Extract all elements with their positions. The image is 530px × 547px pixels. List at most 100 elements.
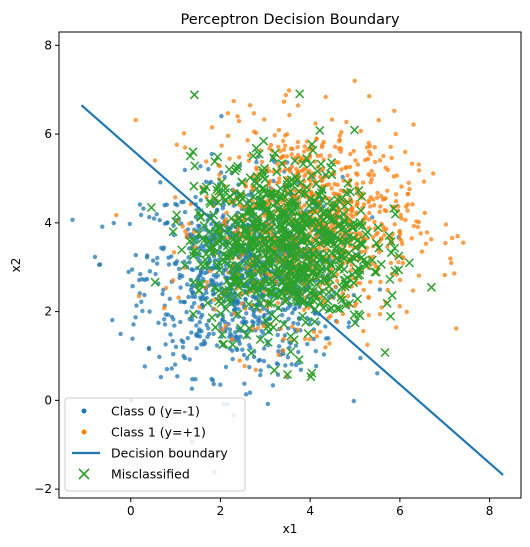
y-tick-label: 2 bbox=[44, 305, 52, 319]
series-1-point bbox=[399, 184, 404, 189]
series-0-point bbox=[241, 352, 247, 358]
misclassified-point bbox=[273, 291, 283, 301]
misclassified-point bbox=[270, 230, 280, 240]
series-1-point bbox=[302, 149, 307, 154]
series-1-point bbox=[235, 114, 240, 119]
series-0-point bbox=[311, 336, 316, 342]
series-1-point bbox=[227, 156, 232, 161]
misclassified-point bbox=[318, 208, 328, 218]
misclassified-point bbox=[277, 277, 288, 287]
misclassified-point bbox=[224, 164, 234, 174]
misclassified-point bbox=[331, 254, 341, 264]
series-1-point bbox=[245, 138, 250, 143]
series-0-point bbox=[293, 306, 298, 311]
series-1-point bbox=[365, 342, 370, 347]
series-1-point bbox=[379, 305, 384, 310]
series-1-point bbox=[382, 233, 387, 238]
series-0-point bbox=[144, 276, 150, 282]
series-1-point bbox=[353, 212, 359, 217]
misclassified-point bbox=[252, 183, 262, 194]
misclassified-point bbox=[255, 298, 265, 308]
misclassified-point bbox=[231, 250, 241, 260]
series-1-point bbox=[225, 133, 231, 138]
series-0-point bbox=[142, 364, 147, 369]
series-1-point bbox=[255, 326, 261, 331]
series-0-point bbox=[137, 277, 142, 283]
series-1-point bbox=[366, 217, 372, 222]
misclassified-point bbox=[215, 223, 226, 233]
misclassified-point bbox=[214, 285, 224, 295]
misclassified-point bbox=[302, 285, 312, 295]
series-1-point bbox=[340, 311, 346, 317]
series-1-point bbox=[239, 301, 245, 306]
misclassified-point bbox=[268, 200, 278, 211]
misclassified-point bbox=[253, 201, 263, 211]
series-0-point bbox=[219, 281, 224, 286]
series-1-point bbox=[397, 304, 402, 309]
series-1-point bbox=[171, 250, 177, 255]
series-0-point bbox=[197, 320, 202, 325]
misclassified-point bbox=[357, 252, 367, 262]
misclassified-point bbox=[236, 323, 246, 333]
misclassified-point bbox=[315, 125, 325, 136]
misclassified-point bbox=[273, 264, 283, 274]
series-0-point bbox=[179, 199, 184, 205]
misclassified-point bbox=[263, 298, 273, 308]
misclassified-point bbox=[324, 281, 334, 291]
series-0-point bbox=[137, 202, 143, 207]
series-1-point bbox=[385, 244, 390, 249]
series-1-point bbox=[393, 192, 399, 197]
series-1-point bbox=[197, 304, 202, 310]
misclassified-point bbox=[194, 229, 204, 239]
series-1-point bbox=[355, 172, 360, 177]
series-0-point bbox=[377, 287, 382, 292]
series-1-point bbox=[302, 336, 308, 342]
series-0-point bbox=[196, 227, 201, 233]
misclassified-point bbox=[354, 220, 364, 230]
series-1-point bbox=[416, 168, 422, 173]
series-1-point bbox=[366, 149, 372, 154]
series-0-point bbox=[233, 330, 238, 335]
series-1-point bbox=[339, 167, 344, 172]
series-0-point bbox=[153, 271, 158, 277]
series-0-point bbox=[247, 365, 252, 370]
series-0-point bbox=[210, 292, 216, 297]
series-0-point bbox=[188, 232, 194, 237]
series-1-point bbox=[329, 186, 334, 191]
series-1-point bbox=[286, 88, 292, 93]
series-1-point bbox=[374, 195, 380, 200]
legend-label: Misclassified bbox=[111, 467, 190, 482]
series-0-point bbox=[202, 270, 208, 276]
series-0-point bbox=[230, 317, 235, 322]
series-1-point bbox=[276, 144, 281, 149]
series-1-point bbox=[366, 140, 371, 146]
series-0-point bbox=[219, 114, 224, 119]
series-0-point bbox=[118, 331, 123, 337]
misclassified-point bbox=[210, 322, 220, 332]
series-0-point bbox=[189, 285, 195, 290]
misclassified-point bbox=[353, 271, 363, 281]
misclassified-point bbox=[246, 206, 256, 217]
misclassified-point bbox=[318, 303, 328, 313]
series-1-point bbox=[317, 245, 322, 251]
series-0-point bbox=[323, 336, 329, 341]
series-0-point bbox=[275, 362, 281, 367]
misclassified-point bbox=[213, 223, 223, 233]
misclassified-point bbox=[233, 161, 243, 171]
misclassified-point bbox=[371, 238, 381, 248]
series-0-point bbox=[197, 334, 203, 339]
series-1-point bbox=[317, 174, 323, 180]
series-1-point bbox=[246, 153, 252, 158]
series-0-point bbox=[140, 308, 145, 314]
series-1-point bbox=[327, 341, 332, 346]
misclassified-point bbox=[304, 299, 314, 309]
series-1-point bbox=[367, 172, 372, 178]
series-0-point bbox=[250, 319, 255, 324]
series-1-point bbox=[370, 235, 376, 240]
misclassified-point bbox=[225, 293, 235, 303]
misclassified-point bbox=[304, 252, 314, 262]
misclassified-point bbox=[180, 260, 190, 270]
y-tick-label: 4 bbox=[44, 216, 52, 230]
series-1-point bbox=[323, 345, 328, 350]
